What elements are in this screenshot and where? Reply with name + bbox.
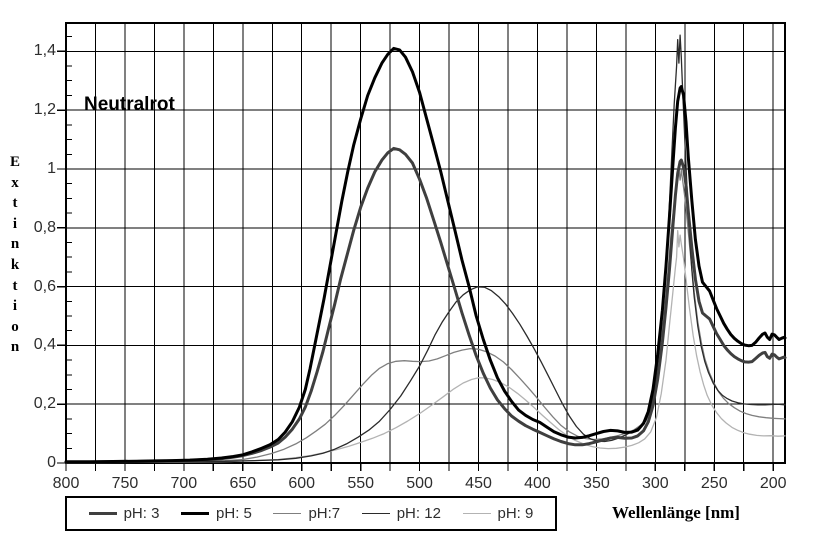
y-axis-letter: E bbox=[9, 154, 20, 170]
legend: pH: 3 pH: 5 pH:7 pH: 12 pH: 9 bbox=[65, 496, 557, 531]
legend-entry: pH:7 bbox=[273, 505, 340, 522]
y-tick-label: 0,4 bbox=[33, 336, 56, 354]
legend-line-sample bbox=[88, 512, 117, 515]
x-tick-label: 550 bbox=[347, 475, 375, 492]
legend-line-sample bbox=[361, 513, 390, 514]
x-tick-label: 450 bbox=[465, 475, 492, 492]
y-axis-letter: i bbox=[12, 215, 18, 232]
x-tick-label: 700 bbox=[170, 475, 198, 492]
y-tick-label: 1,2 bbox=[33, 101, 56, 119]
x-tick-label: 300 bbox=[641, 475, 669, 492]
y-tick-label: 0,6 bbox=[33, 277, 56, 295]
y-axis-letter: o bbox=[11, 318, 19, 335]
x-tick-label: 250 bbox=[700, 475, 728, 492]
plot-border bbox=[65, 22, 786, 464]
legend-label: pH: 12 bbox=[396, 505, 441, 522]
y-tick-label: 0 bbox=[47, 454, 56, 471]
legend-line-sample bbox=[273, 513, 302, 514]
y-tick-label: 0,2 bbox=[33, 395, 56, 413]
y-axis-letter: n bbox=[10, 236, 20, 253]
legend-label: pH: 9 bbox=[497, 505, 534, 522]
curve-ph-12 bbox=[65, 34, 786, 464]
curve-ph-9 bbox=[65, 230, 786, 464]
x-tick-label: 400 bbox=[524, 475, 551, 492]
curve-ph-7 bbox=[65, 168, 786, 464]
y-tick-label: 1,4 bbox=[33, 42, 56, 60]
x-tick-label: 800 bbox=[52, 475, 80, 492]
chart-title: Neutralrot bbox=[84, 94, 175, 115]
x-axis-title: Wellenlänge [nm] bbox=[612, 503, 740, 522]
x-tick-label: 200 bbox=[759, 475, 787, 492]
x-tick-label: 600 bbox=[288, 475, 316, 492]
y-tick-label: 0,8 bbox=[33, 218, 56, 236]
y-axis-letter: x bbox=[11, 174, 19, 191]
legend-label: pH: 5 bbox=[216, 505, 252, 522]
x-tick-label: 500 bbox=[406, 475, 433, 492]
y-axis-letter: t bbox=[12, 277, 18, 294]
x-tick-label: 350 bbox=[583, 475, 610, 492]
legend-entry: pH: 12 bbox=[361, 505, 441, 522]
legend-label: pH:7 bbox=[308, 505, 341, 522]
x-tick-label: 650 bbox=[229, 475, 257, 492]
legend-line-sample bbox=[462, 513, 491, 514]
curve-ph-3 bbox=[64, 146, 787, 464]
y-axis-letter: t bbox=[12, 195, 18, 212]
y-tick-label: 1 bbox=[47, 159, 56, 177]
legend-line-sample bbox=[181, 512, 210, 515]
y-axis-letter: n bbox=[10, 339, 20, 356]
curve-ph-5 bbox=[64, 46, 787, 464]
y-axis-letter: i bbox=[12, 298, 18, 315]
x-tick-label: 750 bbox=[111, 475, 139, 492]
legend-label: pH: 3 bbox=[123, 505, 160, 522]
y-axis-letter: k bbox=[10, 256, 20, 273]
legend-entry: pH: 9 bbox=[462, 505, 534, 522]
legend-entry: pH: 5 bbox=[181, 505, 252, 522]
legend-entry: pH: 3 bbox=[88, 505, 160, 522]
